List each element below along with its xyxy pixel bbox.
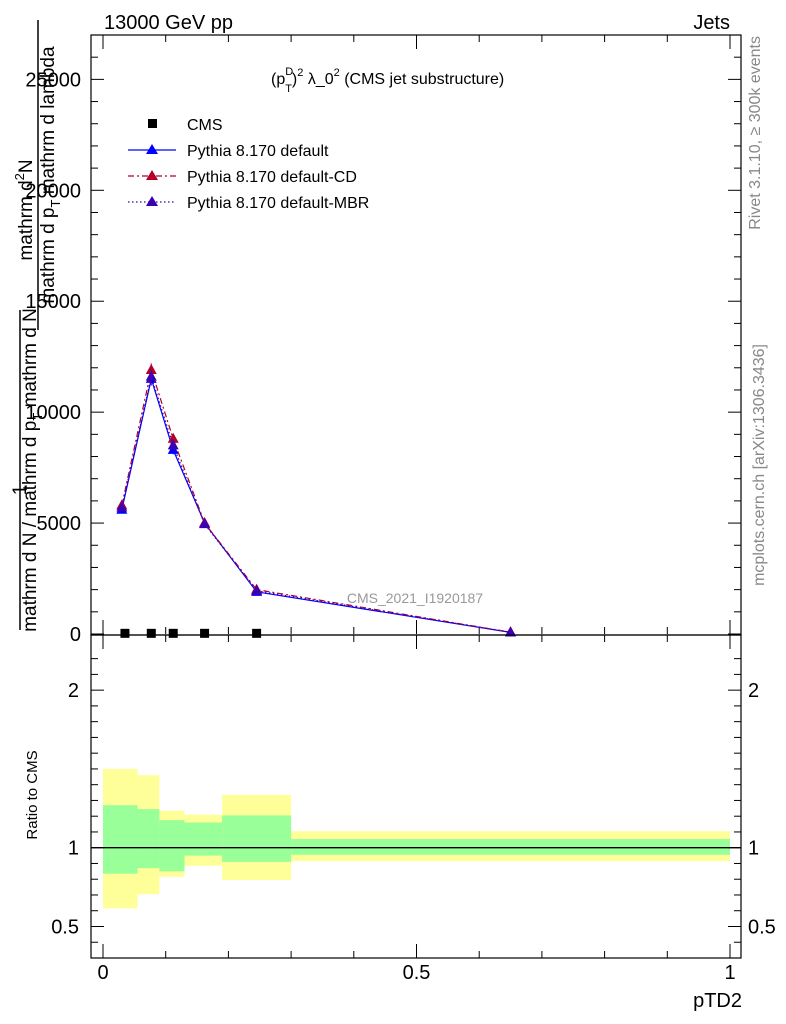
ratio-xtick-label: 0.5 (403, 962, 431, 984)
main-ytick-label: 25000 (25, 69, 81, 91)
default-mbr-data-point (145, 370, 157, 381)
ratio-xtick-label: 1 (724, 962, 735, 984)
ratio-ytick-label-right: 2 (748, 680, 759, 702)
legend-default-mbr-label: Pythia 8.170 default-MBR (187, 195, 369, 212)
ratio-frame (90, 634, 742, 959)
ylabel-top-numerator: mathrm d2N (12, 159, 37, 260)
main-ytick-label: 5000 (37, 513, 82, 535)
ratio-inner-band (103, 805, 138, 874)
mcplots-label: mcplots.cern.ch [arXiv:1306.3436] (751, 344, 768, 586)
ratio-panel: 0.5 0.5 1 1 2 2 0 0.5 1 Ratio to CMS pTD2 (24, 634, 776, 1012)
default-cd-line (121, 367, 511, 633)
ratio-ytick-label-right: 0.5 (748, 916, 776, 938)
ratio-y-axis-label: Ratio to CMS (24, 750, 41, 839)
ylabel-bot-denominator: mathrm d N / mathrm d pT mathrm d N (20, 308, 45, 632)
legend: CMS Pythia 8.170 default Pythia 8.170 de… (128, 117, 369, 212)
main-ytick-label: 10000 (25, 402, 81, 424)
default-mbr-line (121, 374, 511, 633)
main-series (116, 363, 517, 638)
ratio-inner-band (184, 822, 223, 856)
cms-data-point (252, 628, 262, 638)
rivet-label: Rivet 3.1.10, ≥ 300k events (747, 36, 764, 230)
ratio-ytick-label: 2 (68, 680, 79, 702)
cms-data-point (146, 628, 156, 638)
legend-cms-label: CMS (187, 117, 223, 134)
default-mbr-data-point (167, 439, 179, 450)
cms-data-point (120, 628, 130, 638)
legend-item-default-mbr: Pythia 8.170 default-MBR (128, 195, 369, 212)
default-mbr-data-point (251, 584, 263, 595)
chart-title: (pD T)2 λ_02 (CMS jet substructure) (271, 66, 504, 95)
default-cd-data-point (167, 432, 179, 443)
ratio-ytick-label-right: 1 (748, 838, 759, 860)
legend-default-mbr-marker (146, 196, 158, 206)
ylabel-top-denominator: mathrm d pT mathrm d lambda (38, 46, 63, 304)
default-line (121, 376, 511, 633)
legend-item-default-cd: Pythia 8.170 default-CD (128, 169, 357, 186)
main-ytick-label: 15000 (25, 291, 81, 313)
process-label: Jets (693, 12, 730, 34)
main-panel: 0 5000 10000 15000 20000 25000 (pD T)2 λ_02 (C… (10, 20, 742, 646)
x-axis-label: pTD2 (693, 990, 742, 1012)
ratio-inner-band (222, 815, 292, 862)
ratio-inner-band (159, 820, 185, 872)
default-mbr-data-point (505, 626, 517, 637)
legend-default-label: Pythia 8.170 default (187, 143, 329, 160)
analysis-watermark: CMS_2021_I1920187 (347, 590, 483, 606)
ratio-ticks: 0.5 0.5 1 1 2 2 0 0.5 1 (51, 635, 776, 984)
ratio-ytick-label: 1 (68, 838, 79, 860)
default-cd-data-point (145, 363, 157, 374)
main-ytick-label: 0 (70, 624, 81, 646)
ratio-inner-band (137, 809, 160, 869)
default-mbr-data-point (116, 501, 128, 512)
main-ticks: 0 5000 10000 15000 20000 25000 (25, 34, 741, 646)
ratio-bands (91, 768, 741, 909)
ratio-ytick-label: 0.5 (51, 916, 79, 938)
legend-default-marker (146, 144, 158, 154)
legend-default-cd-label: Pythia 8.170 default-CD (187, 169, 357, 186)
main-y-axis-label: mathrm d2N mathrm d pT mathrm d lambda 1… (10, 20, 63, 632)
cms-data-point (168, 628, 178, 638)
main-ytick-label: 20000 (25, 180, 81, 202)
ratio-inner-band (291, 839, 730, 855)
cms-data-point (200, 628, 210, 638)
legend-default-cd-marker (146, 170, 158, 180)
legend-cms-marker (148, 119, 157, 128)
energy-label: 13000 GeV pp (104, 12, 233, 34)
default-mbr-data-point (199, 518, 211, 529)
legend-item-cms: CMS (148, 117, 223, 134)
legend-item-default: Pythia 8.170 default (128, 143, 329, 160)
ratio-xtick-label: 0 (97, 962, 108, 984)
